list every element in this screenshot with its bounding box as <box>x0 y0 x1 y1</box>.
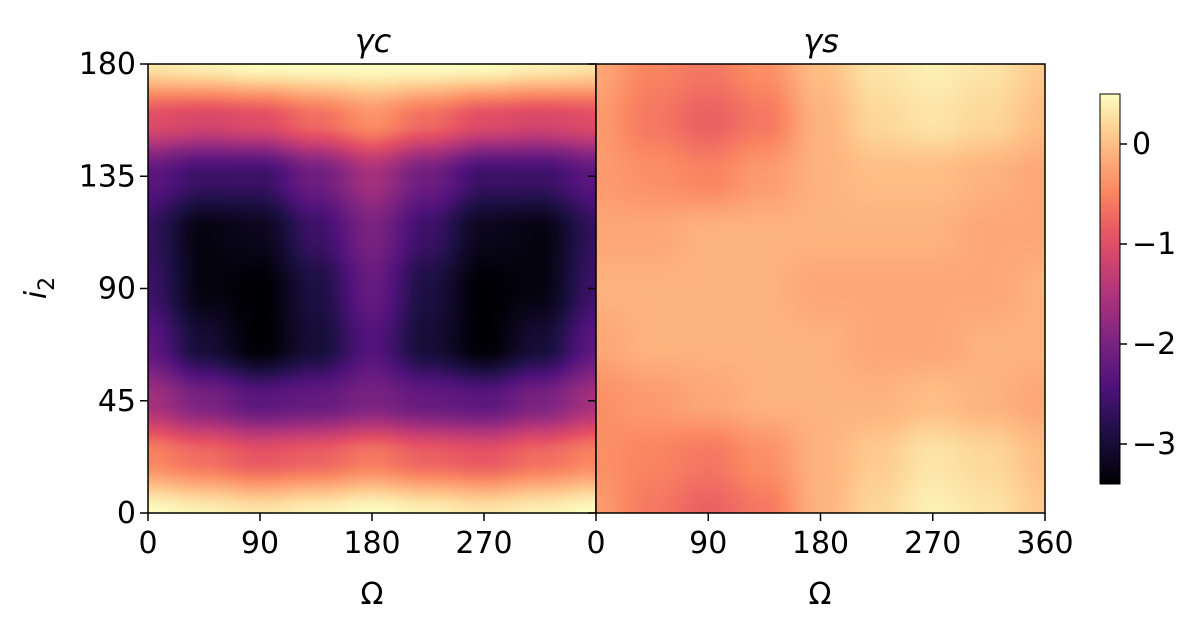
heatmap-gamma-s <box>596 64 1045 513</box>
x-axis-ticks-gamma-c: 0 90 180 270 <box>138 513 513 561</box>
y-tick-label: 90 <box>98 272 136 307</box>
colorbar-tick-label: −2 <box>1132 327 1176 362</box>
x-tick-label: 180 <box>343 526 400 561</box>
x-tick-label: 90 <box>241 526 279 561</box>
y-tick-label: 180 <box>79 47 136 82</box>
y-tick-label: 0 <box>117 496 136 531</box>
x-axis-ticks-gamma-s: 0 90 180 270 360 <box>586 513 1074 561</box>
x-tick-label: 90 <box>689 526 727 561</box>
colorbar-tick-label: −3 <box>1132 427 1176 462</box>
colorbar-ticks: 0 −1 −2 −3 <box>1120 127 1176 462</box>
y-axis-ticks: 0 45 90 135 180 <box>79 47 148 531</box>
y-tick-label: 45 <box>98 384 136 419</box>
colorbar-tick-label: 0 <box>1132 127 1151 162</box>
panel-gamma-c: γc 0 45 90 135 180 0 90 180 270 Ω i2 <box>19 22 597 612</box>
x-tick-label: 180 <box>792 526 849 561</box>
heatmap-gamma-c <box>148 64 596 513</box>
panel-gamma-s: γs 0 90 180 270 360 Ω <box>586 22 1073 612</box>
x-tick-label: 0 <box>586 526 605 561</box>
y-tick-label: 135 <box>79 159 136 194</box>
colorbar: 0 −1 −2 −3 <box>1099 93 1176 485</box>
panel-title-gamma-c: γc <box>355 22 392 60</box>
x-tick-label: 0 <box>138 526 157 561</box>
y-axis-ticks-inner <box>588 63 596 514</box>
colorbar-tick-label: −1 <box>1132 227 1176 262</box>
x-axis-label-gamma-s: Ω <box>809 577 832 612</box>
colorbar-gradient <box>1099 93 1121 485</box>
x-tick-label: 270 <box>455 526 512 561</box>
x-axis-label-gamma-c: Ω <box>361 577 384 612</box>
x-tick-label: 270 <box>904 526 961 561</box>
panel-title-gamma-s: γs <box>803 22 839 60</box>
x-tick-label: 360 <box>1016 526 1073 561</box>
y-axis-label: i2 <box>19 277 60 299</box>
